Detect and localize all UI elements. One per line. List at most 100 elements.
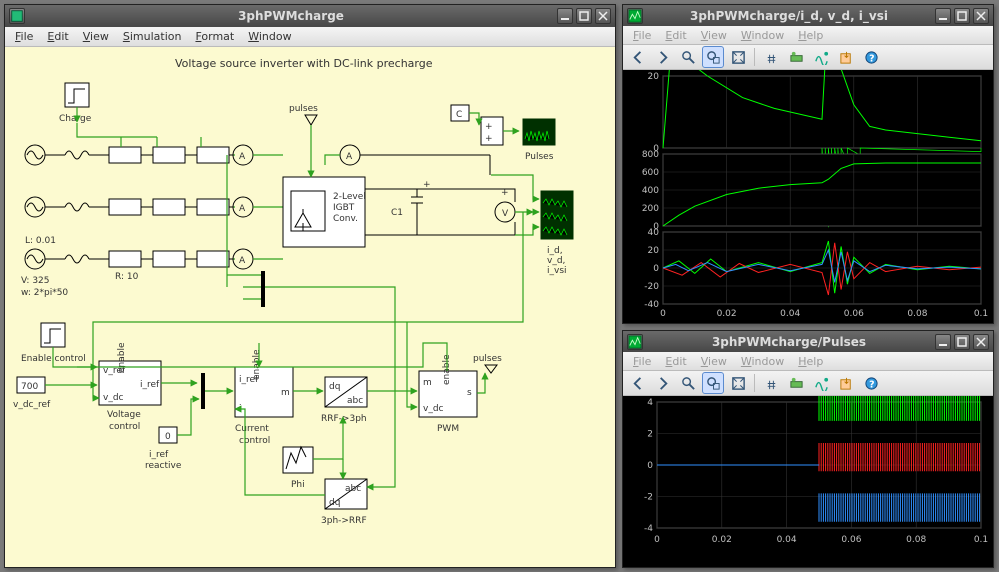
maximize-button[interactable] <box>576 8 592 24</box>
svg-text:0.08: 0.08 <box>906 535 926 545</box>
nav-left-icon[interactable] <box>627 372 649 394</box>
svg-text:0.02: 0.02 <box>712 535 732 545</box>
svg-text:0: 0 <box>653 264 659 274</box>
help-icon[interactable]: ? <box>860 372 882 394</box>
svg-text:+: + <box>485 134 493 144</box>
menu-simulation[interactable]: Simulation <box>117 28 188 45</box>
menu-view[interactable]: View <box>77 28 115 45</box>
svg-text:Charge: Charge <box>59 114 92 124</box>
maximize-button[interactable] <box>954 334 970 350</box>
schematic-svg: Charge L: 0.01 V: 325 w: 2*pi*50 R: 10 <box>5 47 615 567</box>
toolbar-scope1: ? <box>623 45 993 70</box>
svg-text:700: 700 <box>21 382 38 392</box>
minimize-button[interactable] <box>557 8 573 24</box>
svg-text:0: 0 <box>165 432 171 442</box>
menu-view[interactable]: View <box>695 353 733 370</box>
titlebar-main[interactable]: 3phPWMcharge <box>5 5 615 27</box>
menu-window[interactable]: Window <box>735 27 790 44</box>
menu-edit[interactable]: Edit <box>659 353 692 370</box>
plotarea-scope1[interactable]: 0200200400600800-40-200204000.020.040.06… <box>623 70 993 323</box>
titlebar-scope1[interactable]: 3phPWMcharge/i_d, v_d, i_vsi <box>623 5 993 26</box>
menu-edit[interactable]: Edit <box>659 27 692 44</box>
menu-view[interactable]: View <box>695 27 733 44</box>
zoom-box-icon[interactable] <box>702 46 724 68</box>
svg-text:0.06: 0.06 <box>844 309 864 319</box>
toolbar-scope2: ? <box>623 371 993 396</box>
zoom-extents-icon[interactable] <box>727 46 749 68</box>
svg-text:abc: abc <box>345 484 361 494</box>
svg-text:control: control <box>109 422 140 432</box>
zoom-icon[interactable] <box>677 46 699 68</box>
svg-text:C1: C1 <box>391 208 403 218</box>
schematic-canvas[interactable]: Voltage source inverter with DC-link pre… <box>5 47 615 567</box>
svg-text:R: 10: R: 10 <box>115 272 139 282</box>
svg-text:A: A <box>239 204 246 214</box>
help-icon[interactable]: ? <box>860 46 882 68</box>
svg-text:C: C <box>456 110 462 120</box>
svg-text:+: + <box>485 122 493 132</box>
svg-text:400: 400 <box>642 186 659 196</box>
svg-text:v_d,: v_d, <box>547 256 565 266</box>
zoom-box-icon[interactable] <box>702 372 724 394</box>
export-icon[interactable] <box>835 372 857 394</box>
svg-text:0.06: 0.06 <box>841 535 861 545</box>
minimize-button[interactable] <box>935 334 951 350</box>
svg-text:0: 0 <box>660 309 666 319</box>
menu-file[interactable]: File <box>9 28 39 45</box>
menu-format[interactable]: Format <box>189 28 240 45</box>
data-tip-icon[interactable] <box>785 372 807 394</box>
svg-text:0.04: 0.04 <box>777 535 797 545</box>
svg-text:dq: dq <box>329 382 340 392</box>
svg-text:v_dc: v_dc <box>423 404 444 414</box>
nav-right-icon[interactable] <box>652 46 674 68</box>
svg-text:0: 0 <box>654 535 660 545</box>
menu-edit[interactable]: Edit <box>41 28 74 45</box>
svg-text:-4: -4 <box>644 524 653 534</box>
app-icon <box>9 8 25 24</box>
svg-text:s: s <box>467 388 472 398</box>
close-button[interactable] <box>973 334 989 350</box>
show-signal-icon[interactable] <box>810 46 832 68</box>
close-button[interactable] <box>973 8 989 24</box>
menu-file[interactable]: File <box>627 353 657 370</box>
svg-text:pulses: pulses <box>473 354 502 364</box>
svg-text:v_dc_ref: v_dc_ref <box>13 400 51 410</box>
show-signal-icon[interactable] <box>810 372 832 394</box>
menubar-scope2: FileEditViewWindowHelp <box>623 352 993 371</box>
menu-help[interactable]: Help <box>792 353 829 370</box>
svg-text:i_ref: i_ref <box>149 450 169 460</box>
svg-text:enable: enable <box>117 342 127 373</box>
menu-file[interactable]: File <box>627 27 657 44</box>
svg-text:Current: Current <box>235 424 269 434</box>
svg-text:PWM: PWM <box>437 424 459 434</box>
svg-text:A: A <box>239 152 246 162</box>
maximize-button[interactable] <box>954 8 970 24</box>
svg-text:2: 2 <box>647 430 653 440</box>
menu-window[interactable]: Window <box>242 28 297 45</box>
nav-left-icon[interactable] <box>627 46 649 68</box>
menu-help[interactable]: Help <box>792 27 829 44</box>
close-button[interactable] <box>595 8 611 24</box>
nav-right-icon[interactable] <box>652 372 674 394</box>
titlebar-scope2[interactable]: 3phPWMcharge/Pulses <box>623 331 993 352</box>
svg-text:reactive: reactive <box>145 461 182 471</box>
svg-text:-40: -40 <box>644 300 659 310</box>
window-schematic: 3phPWMcharge FileEditViewSimulationForma… <box>4 4 616 568</box>
scope-icon <box>627 8 643 24</box>
svg-text:i_ref: i_ref <box>140 380 160 390</box>
svg-text:V: V <box>502 209 509 219</box>
export-icon[interactable] <box>835 46 857 68</box>
cursor-icon[interactable] <box>760 46 782 68</box>
menu-window[interactable]: Window <box>735 353 790 370</box>
data-tip-icon[interactable] <box>785 46 807 68</box>
zoom-extents-icon[interactable] <box>727 372 749 394</box>
svg-text:abc: abc <box>347 396 363 406</box>
minimize-button[interactable] <box>935 8 951 24</box>
svg-text:control: control <box>239 436 270 446</box>
svg-text:i_d,: i_d, <box>547 246 563 256</box>
svg-text:Conv.: Conv. <box>333 214 358 224</box>
cursor-icon[interactable] <box>760 372 782 394</box>
zoom-icon[interactable] <box>677 372 699 394</box>
plotarea-scope2[interactable]: -4-202400.020.040.060.080.1 <box>623 396 993 567</box>
title-scope2: 3phPWMcharge/Pulses <box>647 335 931 349</box>
